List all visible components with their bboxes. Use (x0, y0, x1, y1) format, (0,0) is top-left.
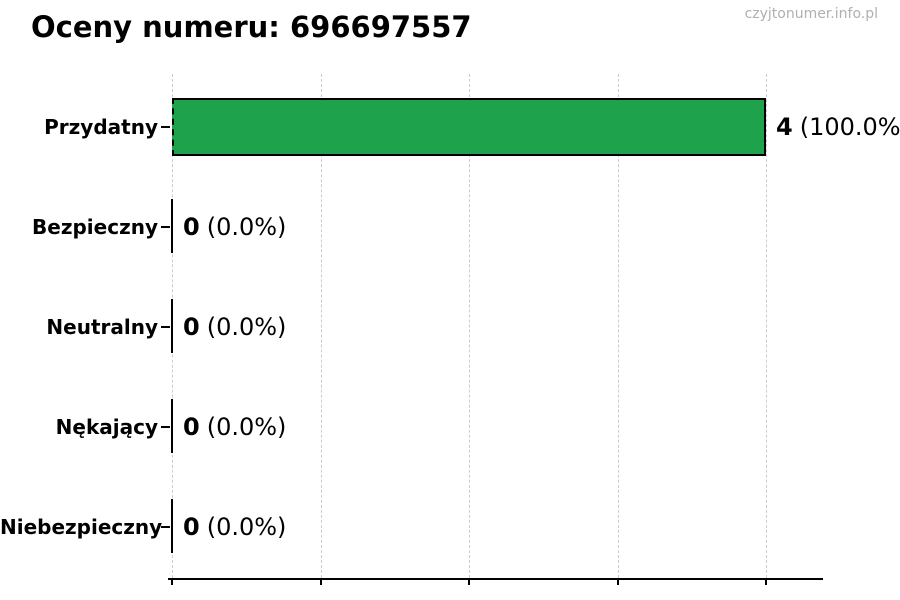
value-count: 4 (776, 113, 793, 141)
value-percent: (0.0%) (206, 413, 287, 441)
chart-title: Oceny numeru: 696697557 (31, 10, 472, 44)
value-count: 0 (183, 213, 200, 241)
y-tick-mark (161, 526, 170, 528)
category-label: Przydatny (44, 115, 158, 139)
bar-nekajacy (171, 399, 173, 453)
x-tick-mark (765, 580, 767, 585)
value-count: 0 (183, 413, 200, 441)
value-label: 0 (0.0%) (183, 397, 286, 457)
bar-row: Nękający 0 (0.0%) (0, 397, 900, 457)
x-tick-mark (319, 580, 322, 585)
value-percent: (0.0%) (206, 313, 287, 341)
y-tick-mark (161, 326, 170, 328)
y-tick-mark (161, 226, 170, 228)
bar-row: Niebezpieczny 0 (0.0%) (0, 497, 900, 557)
value-label: 4 (100.0%) (776, 97, 900, 157)
category-label: Nękający (55, 415, 158, 439)
x-axis-line (168, 578, 823, 580)
value-label: 0 (0.0%) (183, 497, 286, 557)
gridline (766, 74, 767, 578)
watermark-text: czyjtonumer.info.pl (744, 6, 878, 22)
bar-niebezpieczny (171, 499, 173, 553)
value-label: 0 (0.0%) (183, 297, 286, 357)
gridline (320, 74, 322, 578)
category-label: Neutralny (46, 315, 158, 339)
x-tick-mark (616, 580, 619, 585)
bar-przydatny (172, 98, 766, 156)
bar-neutralny (171, 299, 173, 353)
x-tick-mark (468, 580, 470, 585)
y-tick-mark (161, 126, 170, 128)
y-tick-mark (161, 426, 170, 428)
gridline (469, 74, 470, 578)
value-count: 0 (183, 313, 200, 341)
bar-row: Przydatny 4 (100.0%) (0, 97, 900, 157)
category-label: Niebezpieczny (0, 515, 163, 539)
value-percent: (0.0%) (206, 513, 287, 541)
category-label: Bezpieczny (32, 215, 158, 239)
x-tick-mark (171, 580, 173, 585)
value-percent: (100.0%) (799, 113, 900, 141)
value-count: 0 (183, 513, 200, 541)
gridline (617, 74, 619, 578)
value-percent: (0.0%) (206, 213, 287, 241)
value-label: 0 (0.0%) (183, 197, 286, 257)
bar-row: Neutralny 0 (0.0%) (0, 297, 900, 357)
bar-bezpieczny (171, 199, 173, 253)
bar-row: Bezpieczny 0 (0.0%) (0, 197, 900, 257)
